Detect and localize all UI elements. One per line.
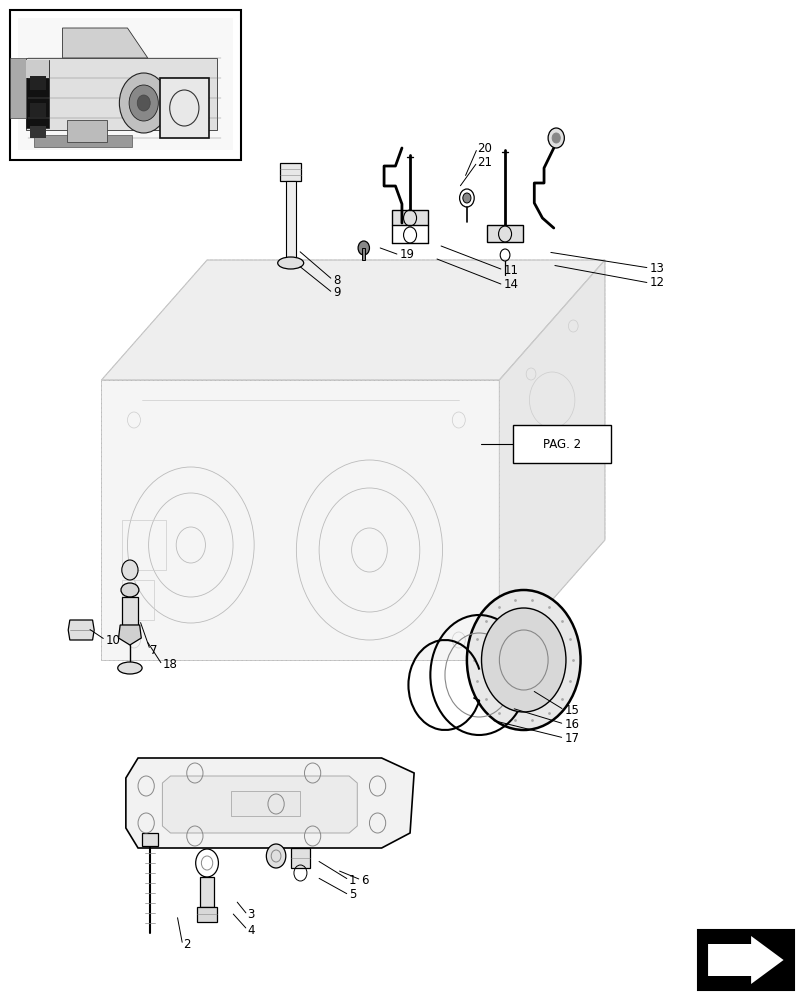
- Circle shape: [122, 560, 138, 580]
- Bar: [122, 597, 138, 625]
- Circle shape: [119, 73, 168, 133]
- Polygon shape: [707, 936, 783, 984]
- Bar: [18, 18, 233, 150]
- Bar: [362, 248, 365, 260]
- Bar: [280, 163, 301, 181]
- Bar: [10, 10, 241, 160]
- Text: 16: 16: [564, 718, 578, 730]
- Text: 14: 14: [503, 278, 517, 292]
- Text: 3: 3: [247, 908, 255, 922]
- Text: PAG. 2: PAG. 2: [543, 438, 580, 450]
- Text: 15: 15: [564, 704, 578, 716]
- Polygon shape: [487, 225, 522, 242]
- Polygon shape: [392, 210, 427, 225]
- Polygon shape: [68, 620, 94, 640]
- Bar: [10, 58, 26, 118]
- Text: 11: 11: [503, 263, 517, 276]
- Bar: [513, 425, 610, 463]
- Polygon shape: [62, 28, 148, 58]
- Bar: [34, 135, 131, 147]
- Text: 1: 1: [349, 874, 356, 886]
- Ellipse shape: [277, 257, 303, 269]
- Polygon shape: [162, 776, 357, 833]
- Bar: [67, 120, 107, 142]
- Circle shape: [129, 85, 158, 121]
- Text: 10: 10: [105, 634, 120, 647]
- Bar: [697, 930, 793, 990]
- Bar: [197, 907, 217, 922]
- Text: 2: 2: [182, 938, 190, 952]
- Bar: [160, 78, 208, 138]
- Text: 19: 19: [399, 248, 414, 261]
- Polygon shape: [126, 758, 414, 848]
- Circle shape: [547, 128, 564, 148]
- Bar: [26, 60, 49, 128]
- Circle shape: [481, 608, 565, 712]
- Circle shape: [462, 193, 470, 203]
- Polygon shape: [101, 380, 499, 660]
- Circle shape: [358, 241, 369, 255]
- Polygon shape: [101, 260, 604, 380]
- Text: 6: 6: [361, 874, 368, 886]
- Text: 7: 7: [150, 644, 157, 656]
- Polygon shape: [118, 625, 141, 645]
- Bar: [231, 791, 300, 816]
- Circle shape: [266, 844, 285, 868]
- Bar: [26, 60, 49, 78]
- Circle shape: [466, 590, 580, 730]
- Bar: [290, 848, 310, 868]
- Circle shape: [551, 133, 560, 143]
- Bar: [30, 126, 46, 138]
- Text: 13: 13: [649, 261, 663, 274]
- Text: 18: 18: [162, 658, 177, 672]
- Text: 21: 21: [477, 155, 491, 168]
- Bar: [30, 76, 46, 90]
- Bar: [200, 877, 214, 907]
- Bar: [122, 520, 166, 570]
- Circle shape: [137, 95, 150, 111]
- Text: 5: 5: [349, 888, 356, 902]
- Polygon shape: [499, 260, 604, 660]
- Text: 4: 4: [247, 924, 255, 936]
- Bar: [285, 181, 295, 263]
- Text: 17: 17: [564, 732, 578, 744]
- Text: 12: 12: [649, 276, 663, 290]
- Text: 9: 9: [333, 286, 340, 300]
- Bar: [26, 58, 217, 130]
- Bar: [30, 103, 46, 117]
- Bar: [122, 580, 154, 620]
- Text: 8: 8: [333, 273, 340, 286]
- Text: 20: 20: [477, 141, 491, 154]
- Bar: [142, 833, 158, 846]
- Ellipse shape: [118, 662, 142, 674]
- Ellipse shape: [121, 583, 139, 597]
